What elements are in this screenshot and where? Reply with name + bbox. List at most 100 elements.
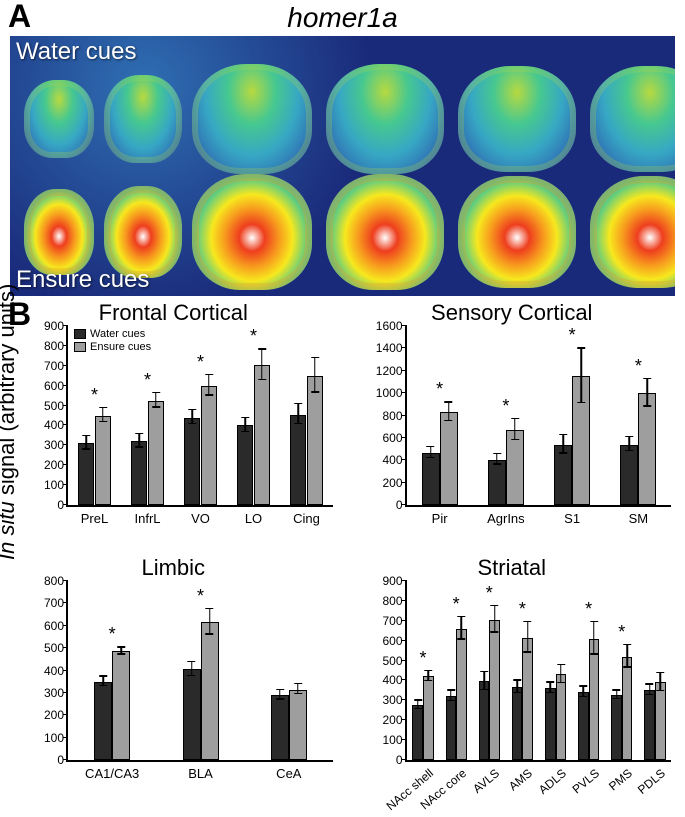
y-tick-mark	[402, 504, 407, 505]
y-tick-mark	[63, 759, 68, 760]
error-bar	[297, 683, 299, 694]
legend-label: Water cues	[90, 328, 145, 340]
ensure-bar	[655, 682, 666, 760]
water-bar	[446, 696, 457, 760]
error-bar	[616, 689, 618, 699]
error-bar	[550, 681, 552, 693]
ensure-bar	[289, 690, 307, 760]
y-tick-mark	[402, 620, 407, 621]
y-tick-mark	[402, 679, 407, 680]
error-bar	[450, 689, 452, 701]
y-tick-label: 500	[369, 654, 403, 668]
error-bar	[626, 644, 628, 668]
x-tick-label: PMS	[606, 766, 635, 793]
significance-star: *	[197, 352, 204, 373]
brain-slice	[458, 176, 576, 288]
y-tick-label: 0	[30, 753, 64, 767]
x-tick-label: InfrL	[134, 511, 160, 526]
ensure-bar	[440, 412, 458, 505]
y-tick-label: 700	[30, 596, 64, 610]
error-bar	[244, 417, 246, 433]
error-bar	[593, 621, 595, 655]
ensure-bar	[589, 639, 600, 760]
chart: Frontal Cortical010020030040050060070080…	[6, 302, 341, 557]
x-tick-label: Cing	[293, 511, 320, 526]
plot-area: 0100200300400500600700800900*NAcc shell*…	[405, 581, 672, 762]
y-tick-mark	[63, 737, 68, 738]
brain-slice	[24, 80, 94, 158]
y-tick-label: 700	[30, 359, 64, 373]
y-tick-mark	[402, 600, 407, 601]
brain-slice	[458, 66, 576, 172]
y-tick-label: 500	[30, 641, 64, 655]
y-tick-label: 200	[30, 708, 64, 722]
plot-area: 0100200300400500600700800900*PreL*InfrL*…	[66, 326, 333, 507]
significance-star: *	[519, 599, 526, 620]
chart-title: Frontal Cortical	[99, 300, 248, 326]
water-bar	[554, 445, 572, 505]
error-bar	[261, 348, 263, 380]
significance-star: *	[453, 594, 460, 615]
y-tick-mark	[63, 464, 68, 465]
y-tick-mark	[402, 415, 407, 416]
brain-slice	[24, 189, 94, 275]
ensure-bar	[572, 376, 590, 505]
y-tick-label: 800	[369, 594, 403, 608]
legend: Water cuesEnsure cues	[74, 328, 151, 354]
panel-b: Frontal Cortical010020030040050060070080…	[6, 302, 679, 812]
error-bar	[647, 378, 649, 407]
x-tick-label: PDLS	[635, 766, 668, 797]
error-bar	[649, 683, 651, 695]
panel-a: Water cues Ensure cues	[10, 36, 675, 296]
y-tick-mark	[402, 719, 407, 720]
error-bar	[527, 621, 529, 653]
ensure-bar	[638, 393, 656, 505]
water-bar	[611, 695, 622, 760]
ensure-bar	[423, 676, 434, 760]
significance-star: *	[144, 370, 151, 391]
error-bar	[191, 409, 193, 425]
ensure-bar	[148, 401, 165, 505]
error-bar	[560, 664, 562, 684]
water-bar	[620, 445, 638, 505]
y-tick-label: 400	[30, 418, 64, 432]
water-bar	[412, 705, 423, 760]
error-bar	[155, 392, 157, 408]
error-bar	[562, 434, 564, 454]
water-bar	[479, 681, 490, 760]
error-bar	[496, 453, 498, 465]
y-tick-label: 900	[30, 319, 64, 333]
significance-star: *	[486, 583, 493, 604]
significance-star: *	[109, 624, 116, 645]
y-tick-mark	[63, 484, 68, 485]
error-bar	[483, 671, 485, 691]
y-tick-mark	[63, 670, 68, 671]
y-tick-mark	[402, 325, 407, 326]
x-tick-label: S1	[564, 511, 580, 526]
ensure-bar	[456, 629, 467, 760]
y-tick-mark	[63, 692, 68, 693]
significance-star: *	[250, 326, 257, 347]
y-tick-label: 100	[30, 731, 64, 745]
error-bar	[516, 679, 518, 693]
x-tick-label: BLA	[188, 766, 213, 781]
ensure-bar	[556, 674, 567, 760]
chart-title: Sensory Cortical	[431, 300, 592, 326]
y-tick-label: 900	[369, 574, 403, 588]
x-tick-label: PVLS	[569, 766, 602, 796]
ensure-cues-label: Ensure cues	[16, 266, 149, 294]
water-bar	[183, 669, 201, 760]
x-tick-label: PreL	[81, 511, 108, 526]
ensure-bar	[622, 657, 633, 760]
y-tick-label: 500	[30, 399, 64, 413]
error-bar	[314, 357, 316, 393]
y-tick-mark	[63, 625, 68, 626]
error-bar	[208, 374, 210, 396]
ensure-bar	[201, 386, 218, 505]
error-bar	[430, 446, 432, 458]
y-tick-mark	[402, 660, 407, 661]
significance-star: *	[635, 356, 642, 377]
error-bar	[120, 646, 122, 655]
y-tick-label: 800	[30, 574, 64, 588]
water-bar	[488, 460, 506, 505]
